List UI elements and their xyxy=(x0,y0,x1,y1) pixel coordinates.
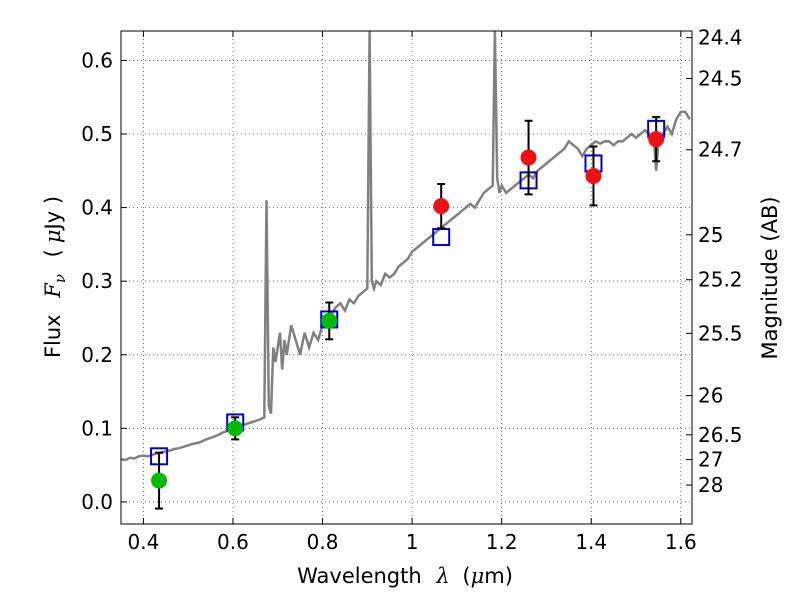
observed-flux-point-3-3 xyxy=(648,131,665,148)
x-tick-label-2: 0.8 xyxy=(307,530,339,554)
axes-frame xyxy=(120,30,693,525)
y2-tick-label-3: 25 xyxy=(698,223,723,247)
x-tick-label-1: 0.6 xyxy=(217,530,249,554)
y-tick-label-0: 0.0 xyxy=(81,490,113,514)
observed-flux-point-2-2 xyxy=(321,312,338,329)
y2-tick-label-2: 24.7 xyxy=(698,138,743,162)
y2-tick-label-5: 25.5 xyxy=(698,321,743,345)
y2-tick-label-1: 24.5 xyxy=(698,67,743,91)
x-tick-label-3: 1 xyxy=(406,530,419,554)
y2-tick-label-6: 26 xyxy=(698,384,723,408)
x-axis-label: Wavelength λ (μm) xyxy=(297,564,513,588)
observed-flux-point-2-1 xyxy=(227,420,244,437)
y-tick-label-2: 0.2 xyxy=(81,343,113,367)
x-tick-label-4: 1.2 xyxy=(486,530,518,554)
y2-tick-label-9: 28 xyxy=(698,473,723,497)
grid-lines xyxy=(121,31,692,524)
y-tick-label-1: 0.1 xyxy=(81,416,113,440)
x-tick-label-0: 0.4 xyxy=(127,530,159,554)
y-tick-label-5: 0.5 xyxy=(81,122,113,146)
x-tick-label-6: 1.6 xyxy=(665,530,697,554)
y-tick-label-4: 0.4 xyxy=(81,196,113,220)
observed-flux-point-3-2 xyxy=(585,167,602,184)
y2-tick-label-4: 25.2 xyxy=(698,268,743,292)
ticks: 0.4 0.6 0.8 1 1.2 1.4 1.6 0.0 0.1 0.2 0.3 0.4 0.5 0.6… xyxy=(81,26,742,554)
y-axis-label: Flux Fν (μJy ) xyxy=(41,196,70,358)
y-tick-label-6: 0.6 xyxy=(81,48,113,72)
x-tick-label-5: 1.4 xyxy=(575,530,607,554)
y-tick-label-3: 0.3 xyxy=(81,269,113,293)
observed-flux-point-2-0 xyxy=(151,472,168,489)
y2-tick-label-7: 26.5 xyxy=(698,423,743,447)
y2-tick-label-8: 27 xyxy=(698,448,723,472)
plot-area xyxy=(121,31,691,510)
y2-tick-label-0: 24.4 xyxy=(698,26,743,50)
y2-axis-label: Magnitude (AB) xyxy=(758,196,782,359)
observed-flux-point-3-0 xyxy=(433,198,450,215)
observed-flux-point-3-1 xyxy=(520,149,537,166)
spectrum-line xyxy=(121,31,691,462)
